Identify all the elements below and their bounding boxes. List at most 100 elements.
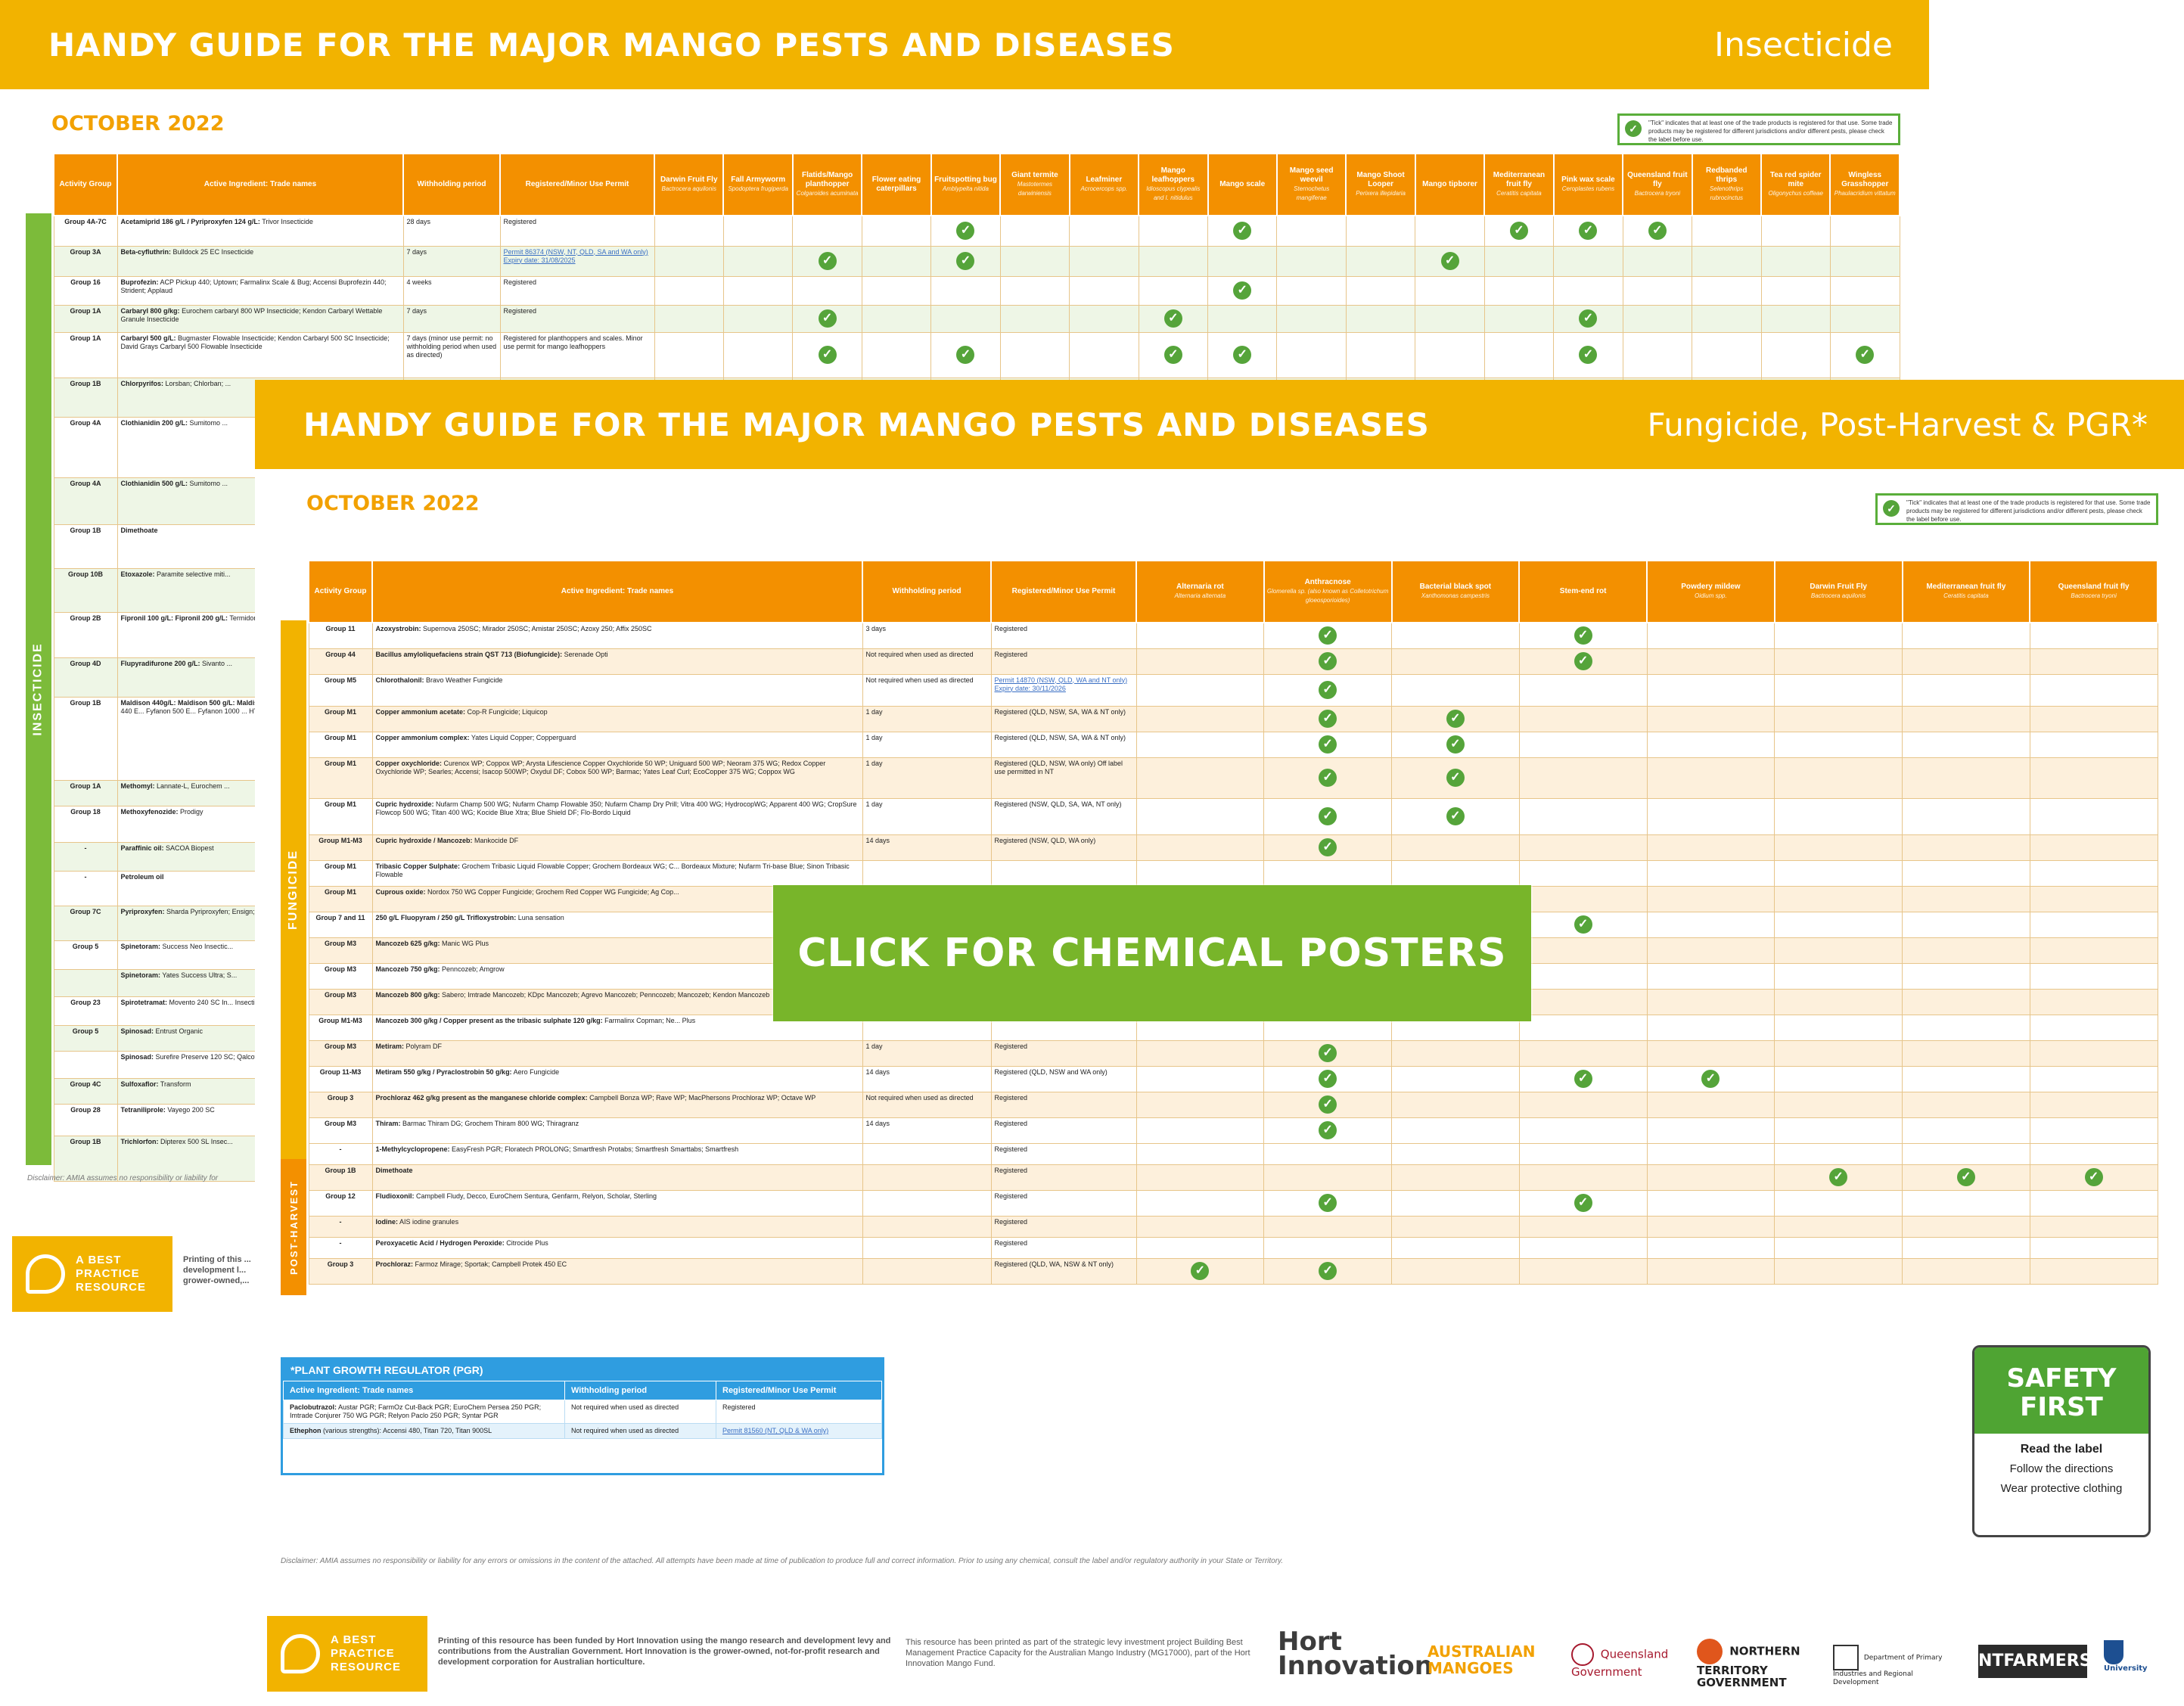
ingredient-name: 250 g/L Fluopyram / 250 g/L Trifloxystro… <box>375 913 517 921</box>
pest-name: Mango leafhoppers <box>1151 166 1195 184</box>
activity-group: Group 3 <box>308 1091 373 1118</box>
activity-group: Group 2B <box>53 611 118 658</box>
australian-mangoes-logo: AUSTRALIAN MANGOES <box>1428 1642 1536 1677</box>
activity-group: Group 1B <box>53 1135 118 1182</box>
tick-cell <box>1263 1142 1392 1165</box>
pest-header: Darwin Fruit Fly Bactrocera aquilonis <box>653 153 725 216</box>
ingredient-name: Sulfoxaflor: <box>120 1080 159 1088</box>
tick-cell: ✓ <box>1263 705 1392 732</box>
tick-cell <box>1902 1142 2030 1165</box>
pest-name: Mediterranean fruit fly <box>1926 583 2006 591</box>
registration-status: Registered (QLD, NSW, WA only) Off label… <box>990 757 1137 799</box>
tick-cell <box>1135 1091 1265 1118</box>
pest-name: Darwin Fruit Fly <box>660 176 718 184</box>
tick-cell <box>1774 1257 1903 1285</box>
tick-cell <box>1518 1039 1648 1067</box>
pest-scientific-name: Xanthomonas campestris <box>1421 592 1490 599</box>
withholding-period <box>862 859 992 887</box>
pest-scientific-name: Colgaroides acuminata <box>796 190 859 197</box>
tick-icon: ✓ <box>1319 769 1337 787</box>
tick-cell <box>1263 1164 1392 1191</box>
pgr-box: *PLANT GROWTH REGULATOR (PGR) Active Ing… <box>281 1357 884 1475</box>
tick-cell <box>654 215 724 247</box>
insecticide-poster-title: HANDY GUIDE FOR THE MAJOR MANGO PESTS AN… <box>48 26 1175 64</box>
registration-status[interactable]: Permit 86374 (NSW, NT, QLD, SA and WA on… <box>499 245 655 277</box>
pest-name: Wingless Grasshopper <box>1841 171 1889 188</box>
tick-icon: ✓ <box>956 252 975 270</box>
trade-names: Lorsban; Chlorban; ... <box>165 379 231 387</box>
tick-cell <box>1774 1236 1903 1259</box>
tick-cell: ✓ <box>2029 1164 2158 1191</box>
ingredient-name: Prochloraz: <box>375 1260 414 1268</box>
ingredient-name: Spirotetramat: <box>120 998 168 1006</box>
tick-cell: ✓ <box>1207 215 1278 247</box>
table-row: Group 11 Azoxystrobin: Supernova 250SC; M… <box>308 622 2158 649</box>
tick-cell <box>1774 834 1903 861</box>
tick-cell <box>1902 705 2030 732</box>
tick-cell <box>2029 988 2158 1015</box>
tick-icon: ✓ <box>1319 681 1337 699</box>
tick-cell <box>1902 859 2030 887</box>
tick-cell <box>1902 1065 2030 1092</box>
tick-cell <box>1774 962 1903 990</box>
withholding-period <box>862 1189 992 1217</box>
tick-cell <box>1646 1236 1775 1259</box>
tick-cell <box>1135 673 1265 707</box>
ingredient-name: Spinetoram: <box>120 942 161 950</box>
tick-cell <box>2029 622 2158 649</box>
tick-cell <box>1760 275 1831 306</box>
tick-cell <box>1902 757 2030 799</box>
pest-header: Wingless Grasshopper Phaulacridium vittat… <box>1829 153 1900 216</box>
column-header: Registered/Minor Use Permit <box>990 560 1137 623</box>
ingredient-name: Cupric hydroxide: <box>375 800 434 808</box>
permit-link[interactable]: Permit 81560 (NT, QLD & WA only) <box>716 1423 882 1439</box>
pgr-table: Active Ingredient: Trade names Withholdi… <box>283 1381 882 1439</box>
registration-status: Registered <box>990 1091 1137 1118</box>
active-ingredient: Cupric hydroxide / Mancozeb: Mankocide D… <box>371 834 863 861</box>
tick-cell <box>1518 1215 1648 1238</box>
ingredient-name: Methomyl: <box>120 782 155 790</box>
registration-status: Registered <box>990 1164 1137 1191</box>
tick-cell <box>1646 1164 1775 1191</box>
trade-names: Prodigy <box>180 807 203 816</box>
registration-status[interactable]: Permit 14870 (NSW, QLD, WA and NT only) … <box>990 673 1137 707</box>
insecticide-footer-fragment: Printing of this ... development l... gr… <box>183 1255 251 1285</box>
activity-group: Group M1 <box>308 731 373 758</box>
tick-cell: ✓ <box>1553 304 1623 333</box>
trade-names: Dipterex 500 SL Insec... <box>160 1137 233 1145</box>
chemical-posters-button[interactable]: CLICK FOR CHEMICAL POSTERS <box>773 885 1531 1021</box>
uni-shield-icon <box>2104 1640 2123 1664</box>
activity-group: Group M3 <box>308 937 373 964</box>
pest-scientific-name: Ceratitis capitata <box>1943 592 1989 599</box>
tick-icon: ✓ <box>1701 1070 1720 1088</box>
activity-group: Group M3 <box>308 1117 373 1144</box>
activity-group: Group 18 <box>53 805 118 843</box>
pest-header: Mango tipborer <box>1414 153 1486 216</box>
trade-names: Citrocide Plus <box>506 1238 548 1247</box>
tick-cell <box>1646 705 1775 732</box>
activity-group: Group M3 <box>308 1039 373 1067</box>
pest-header: Queensland fruit fly Bactrocera tryoni <box>2029 560 2158 623</box>
tick-cell: ✓ <box>1207 331 1278 378</box>
safety-line: Follow the directions <box>2009 1462 2114 1475</box>
pest-name: Stem-end rot <box>1559 587 1607 595</box>
tick-cell <box>1135 1164 1265 1191</box>
fungicide-tick-note: ✓ "Tick" indicates that at least one of … <box>1875 493 2158 525</box>
pest-name: Flatids/Mango planthopper <box>801 171 853 188</box>
safety-first-badge: SAFETY FIRST Read the label Follow the d… <box>1972 1345 2151 1537</box>
wa-crest-icon <box>1833 1645 1859 1670</box>
tick-cell <box>1483 331 1555 378</box>
tick-cell <box>722 275 794 306</box>
ingredient-name: Acetamiprid 186 g/L / Pyriproxyfen 124 g… <box>120 218 260 225</box>
activity-group: Group 5 <box>53 1024 118 1052</box>
activity-group <box>53 968 118 997</box>
registration-status: Registered <box>499 275 655 306</box>
column-header: Active Ingredient: Trade names <box>117 153 404 216</box>
withholding-period: 7 days <box>402 245 501 277</box>
tick-cell <box>722 304 794 333</box>
tick-cell <box>1391 859 1520 887</box>
tick-cell <box>1774 1189 1903 1217</box>
trade-names: EasyFresh PGR; Floratech PROLONG; Smartf… <box>452 1145 739 1153</box>
column-header: Activity Group <box>53 153 118 216</box>
tick-cell: ✓ <box>1138 304 1209 333</box>
